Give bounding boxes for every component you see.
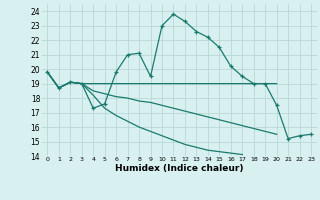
X-axis label: Humidex (Indice chaleur): Humidex (Indice chaleur) (115, 164, 244, 173)
